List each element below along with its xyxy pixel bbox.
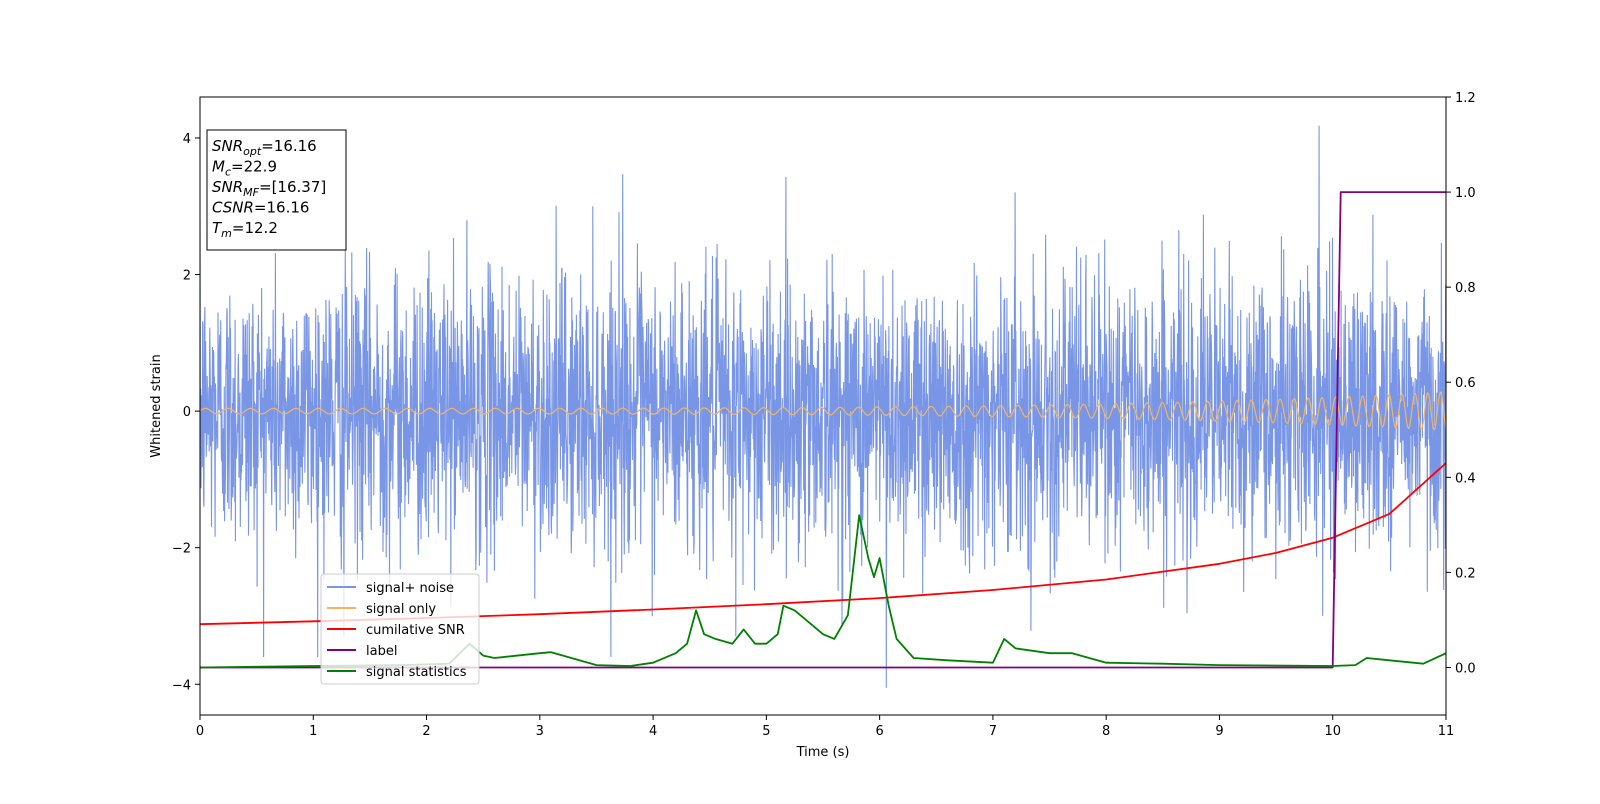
series-signal-only-line bbox=[200, 391, 1446, 431]
info-box-line: SNRMF=[16.37] bbox=[212, 178, 326, 199]
info-box-line: Tm=12.2 bbox=[212, 219, 278, 240]
x-tick-label: 2 bbox=[422, 724, 430, 739]
legend-frame bbox=[320, 573, 480, 685]
legend: signal+ noise signal only cumilative SNR la… bbox=[320, 573, 480, 685]
x-tick-label: 1 bbox=[309, 724, 317, 739]
info-box-line: SNRopt=16.16 bbox=[212, 137, 317, 158]
x-tick-label: 4 bbox=[649, 724, 657, 739]
series-signal-noise-line bbox=[200, 125, 1446, 688]
x-axis: 0 1 2 3 4 5 6 7 8 9 10 11 bbox=[196, 715, 1454, 739]
legend-label: cumilative SNR bbox=[366, 623, 465, 638]
y-tick-label: −4 bbox=[172, 678, 191, 693]
legend-label: signal+ noise bbox=[366, 581, 454, 596]
series-signal-statistics-line bbox=[200, 514, 1446, 669]
y2-tick-label: 0.2 bbox=[1455, 566, 1476, 581]
y2-tick-label: 0.6 bbox=[1455, 376, 1476, 391]
plot-frame bbox=[199, 96, 1447, 716]
x-tick-label: 9 bbox=[1215, 724, 1223, 739]
y2-tick-label: 1.2 bbox=[1455, 91, 1476, 106]
x-tick-label: 10 bbox=[1324, 724, 1341, 739]
x-tick-label: 5 bbox=[762, 724, 770, 739]
series-label-line bbox=[200, 191, 1446, 669]
y2-tick-label: 0.0 bbox=[1455, 661, 1476, 676]
x-tick-label: 7 bbox=[989, 724, 997, 739]
x-tick-label: 0 bbox=[196, 724, 204, 739]
legend-label: label bbox=[366, 644, 397, 659]
y2-tick-label: 1.0 bbox=[1455, 186, 1476, 201]
x-tick-label: 6 bbox=[875, 724, 883, 739]
info-box-line: CSNR=16.16 bbox=[212, 199, 309, 217]
y-tick-label: 0 bbox=[183, 405, 191, 420]
info-box-frame bbox=[206, 129, 347, 251]
y2-tick-label: 0.4 bbox=[1455, 471, 1476, 486]
y-axis-right: 0.0 0.2 0.4 0.6 0.8 1.0 1.2 bbox=[1446, 91, 1476, 676]
x-tick-label: 3 bbox=[536, 724, 544, 739]
y-axis-label: Whitened strain bbox=[149, 354, 164, 457]
y-tick-label: 4 bbox=[183, 132, 191, 147]
info-box: SNRopt=16.16Mc=22.9SNRMF=[16.37]CSNR=16.… bbox=[206, 129, 347, 251]
y-axis-left: −4 −2 0 2 4 bbox=[172, 132, 200, 693]
x-tick-label: 11 bbox=[1438, 724, 1455, 739]
y-tick-label: 2 bbox=[183, 269, 191, 284]
y2-tick-label: 0.8 bbox=[1455, 281, 1476, 296]
y-tick-label: −2 bbox=[172, 542, 191, 557]
legend-label: signal only bbox=[366, 602, 436, 617]
x-axis-label: Time (s) bbox=[796, 745, 850, 760]
legend-label: signal statistics bbox=[366, 665, 467, 680]
info-box-line: Mc=22.9 bbox=[212, 158, 277, 179]
x-tick-label: 8 bbox=[1102, 724, 1110, 739]
